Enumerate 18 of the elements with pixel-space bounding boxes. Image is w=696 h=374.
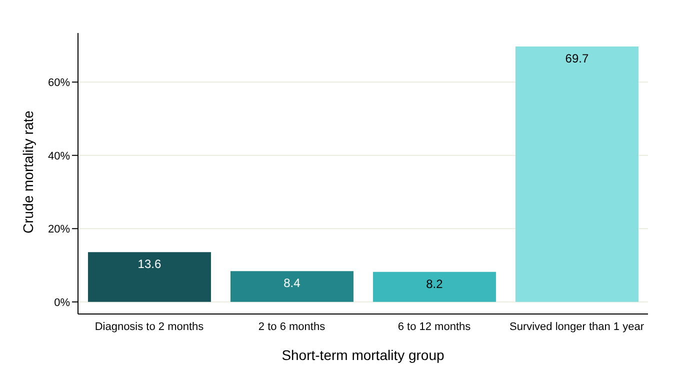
- y-tick-label: 0%: [54, 296, 70, 309]
- y-tick-label: 40%: [48, 150, 70, 162]
- x-tick-label: 2 to 6 months: [258, 320, 326, 333]
- bar: [230, 271, 354, 302]
- data-label: 8.4: [284, 276, 301, 290]
- bar: [515, 46, 638, 302]
- bar: [88, 252, 211, 302]
- data-label: 8.2: [426, 276, 444, 291]
- x-tick-label: Diagnosis to 2 months: [94, 320, 204, 333]
- bar: [372, 272, 496, 302]
- x-axis-title: Short-term mortality group: [282, 347, 445, 363]
- x-tick-label: 6 to 12 months: [398, 320, 472, 333]
- y-axis-title: Crude mortality rate: [20, 110, 36, 234]
- y-tick-label: 20%: [48, 224, 70, 236]
- y-tick-label: 60%: [48, 77, 70, 89]
- data-label: 13.6: [138, 257, 162, 272]
- data-label: 69.7: [565, 52, 589, 66]
- x-tick-label: Survived longer than 1 year: [509, 320, 644, 333]
